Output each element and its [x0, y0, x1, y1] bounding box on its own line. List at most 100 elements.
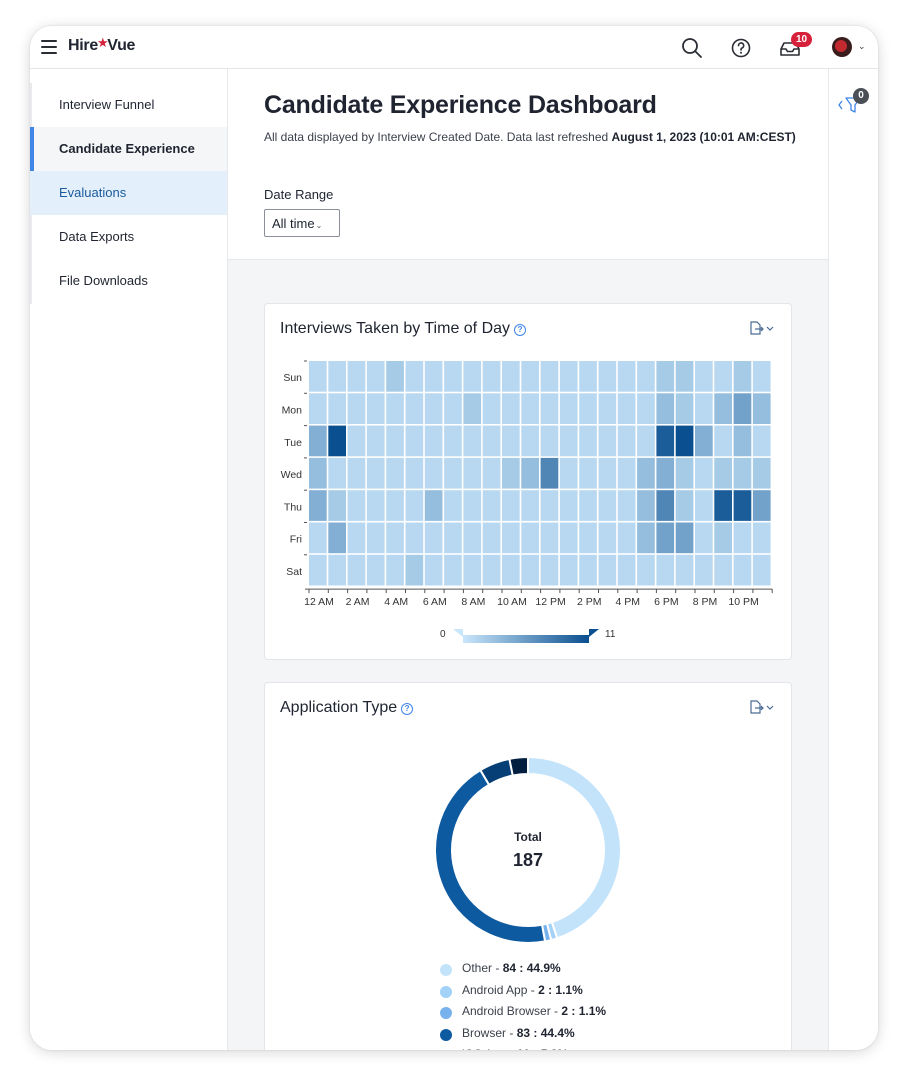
scale-max-marker[interactable]: [589, 629, 599, 637]
heatmap-cell[interactable]: [752, 425, 771, 457]
menu-icon[interactable]: [41, 40, 57, 54]
heatmap-cell[interactable]: [714, 425, 732, 457]
sidebar-item-data-exports[interactable]: Data Exports: [59, 229, 135, 244]
heatmap-cell[interactable]: [617, 425, 636, 457]
export-icon[interactable]: [749, 700, 775, 714]
heatmap-cell[interactable]: [733, 522, 752, 554]
heatmap-cell[interactable]: [714, 490, 732, 521]
heatmap-cell[interactable]: [579, 522, 597, 554]
heatmap-cell[interactable]: [675, 425, 694, 457]
heatmap-cell[interactable]: [502, 457, 520, 489]
heatmap-cell[interactable]: [328, 361, 346, 392]
heatmap-cell[interactable]: [733, 361, 752, 392]
heatmap-cell[interactable]: [347, 490, 366, 521]
heatmap-cell[interactable]: [521, 522, 539, 554]
heatmap-cell[interactable]: [444, 522, 462, 554]
heatmap-cell[interactable]: [328, 425, 346, 457]
heatmap-cell[interactable]: [675, 457, 694, 489]
heatmap-cell[interactable]: [752, 490, 771, 521]
heatmap-cell[interactable]: [347, 554, 366, 586]
heatmap-cell[interactable]: [559, 393, 578, 424]
heatmap-cell[interactable]: [366, 457, 385, 489]
heatmap-cell[interactable]: [463, 361, 482, 392]
hirevue-logo[interactable]: Hire★Vue: [68, 35, 136, 54]
sidebar-item-evaluations[interactable]: Evaluations: [30, 171, 227, 215]
heatmap-cell[interactable]: [463, 457, 482, 489]
heatmap-cell[interactable]: [733, 393, 752, 424]
heatmap-cell[interactable]: [309, 425, 327, 457]
heatmap-cell[interactable]: [540, 522, 559, 554]
heatmap-cell[interactable]: [637, 554, 655, 586]
heatmap-cell[interactable]: [752, 522, 771, 554]
heatmap-cell[interactable]: [482, 554, 501, 586]
heatmap-cell[interactable]: [695, 425, 713, 457]
heatmap-cell[interactable]: [309, 393, 327, 424]
heatmap-cell[interactable]: [328, 522, 346, 554]
heatmap-cell[interactable]: [444, 490, 462, 521]
heatmap-cell[interactable]: [637, 490, 655, 521]
heatmap-cell[interactable]: [598, 554, 617, 586]
heatmap-cell[interactable]: [502, 522, 520, 554]
heatmap-cell[interactable]: [540, 361, 559, 392]
heatmap-cell[interactable]: [328, 554, 346, 586]
heatmap-cell[interactable]: [598, 522, 617, 554]
heatmap-cell[interactable]: [695, 457, 713, 489]
heatmap-cell[interactable]: [424, 457, 443, 489]
search-icon[interactable]: [680, 36, 704, 60]
heatmap-cell[interactable]: [366, 522, 385, 554]
heatmap-cell[interactable]: [444, 554, 462, 586]
heatmap-cell[interactable]: [656, 554, 675, 586]
heatmap-cell[interactable]: [579, 393, 597, 424]
help-icon[interactable]: [729, 36, 753, 60]
heatmap-cell[interactable]: [405, 425, 424, 457]
heatmap-cell[interactable]: [617, 490, 636, 521]
heatmap-cell[interactable]: [675, 393, 694, 424]
heatmap-cell[interactable]: [656, 490, 675, 521]
heatmap-cell[interactable]: [675, 490, 694, 521]
heatmap-cell[interactable]: [386, 393, 404, 424]
heatmap-cell[interactable]: [386, 425, 404, 457]
heatmap-cell[interactable]: [733, 457, 752, 489]
heatmap-cell[interactable]: [502, 393, 520, 424]
heatmap-cell[interactable]: [463, 393, 482, 424]
heatmap-cell[interactable]: [752, 457, 771, 489]
heatmap-cell[interactable]: [463, 554, 482, 586]
heatmap-cell[interactable]: [405, 393, 424, 424]
heatmap-cell[interactable]: [386, 490, 404, 521]
sidebar-item-candidate-experience[interactable]: Candidate Experience: [30, 127, 227, 171]
heatmap-cell[interactable]: [695, 361, 713, 392]
heatmap-cell[interactable]: [386, 457, 404, 489]
heatmap-cell[interactable]: [366, 425, 385, 457]
heatmap-cell[interactable]: [656, 522, 675, 554]
heatmap-cell[interactable]: [424, 490, 443, 521]
heatmap-cell[interactable]: [637, 393, 655, 424]
heatmap-cell[interactable]: [733, 554, 752, 586]
heatmap-cell[interactable]: [617, 522, 636, 554]
heatmap-cell[interactable]: [347, 457, 366, 489]
heatmap-cell[interactable]: [521, 393, 539, 424]
heatmap-cell[interactable]: [444, 361, 462, 392]
heatmap-cell[interactable]: [540, 393, 559, 424]
inbox-icon[interactable]: [778, 36, 802, 60]
heatmap-cell[interactable]: [309, 490, 327, 521]
heatmap-cell[interactable]: [714, 522, 732, 554]
heatmap-cell[interactable]: [521, 490, 539, 521]
donut-slice[interactable]: [527, 755, 622, 940]
heatmap-cell[interactable]: [540, 490, 559, 521]
heatmap-cell[interactable]: [656, 425, 675, 457]
heatmap-cell[interactable]: [444, 425, 462, 457]
heatmap-cell[interactable]: [502, 425, 520, 457]
heatmap-cell[interactable]: [424, 522, 443, 554]
heatmap-cell[interactable]: [521, 554, 539, 586]
heatmap-cell[interactable]: [579, 490, 597, 521]
heatmap-cell[interactable]: [463, 425, 482, 457]
export-icon[interactable]: [749, 321, 775, 335]
heatmap-cell[interactable]: [656, 361, 675, 392]
heatmap-cell[interactable]: [521, 425, 539, 457]
heatmap-cell[interactable]: [540, 457, 559, 489]
heatmap-cell[interactable]: [675, 554, 694, 586]
heatmap-cell[interactable]: [424, 554, 443, 586]
heatmap-cell[interactable]: [695, 554, 713, 586]
date-range-select[interactable]: All time⌄: [264, 209, 340, 237]
chevron-down-icon[interactable]: ⌄: [858, 41, 866, 51]
